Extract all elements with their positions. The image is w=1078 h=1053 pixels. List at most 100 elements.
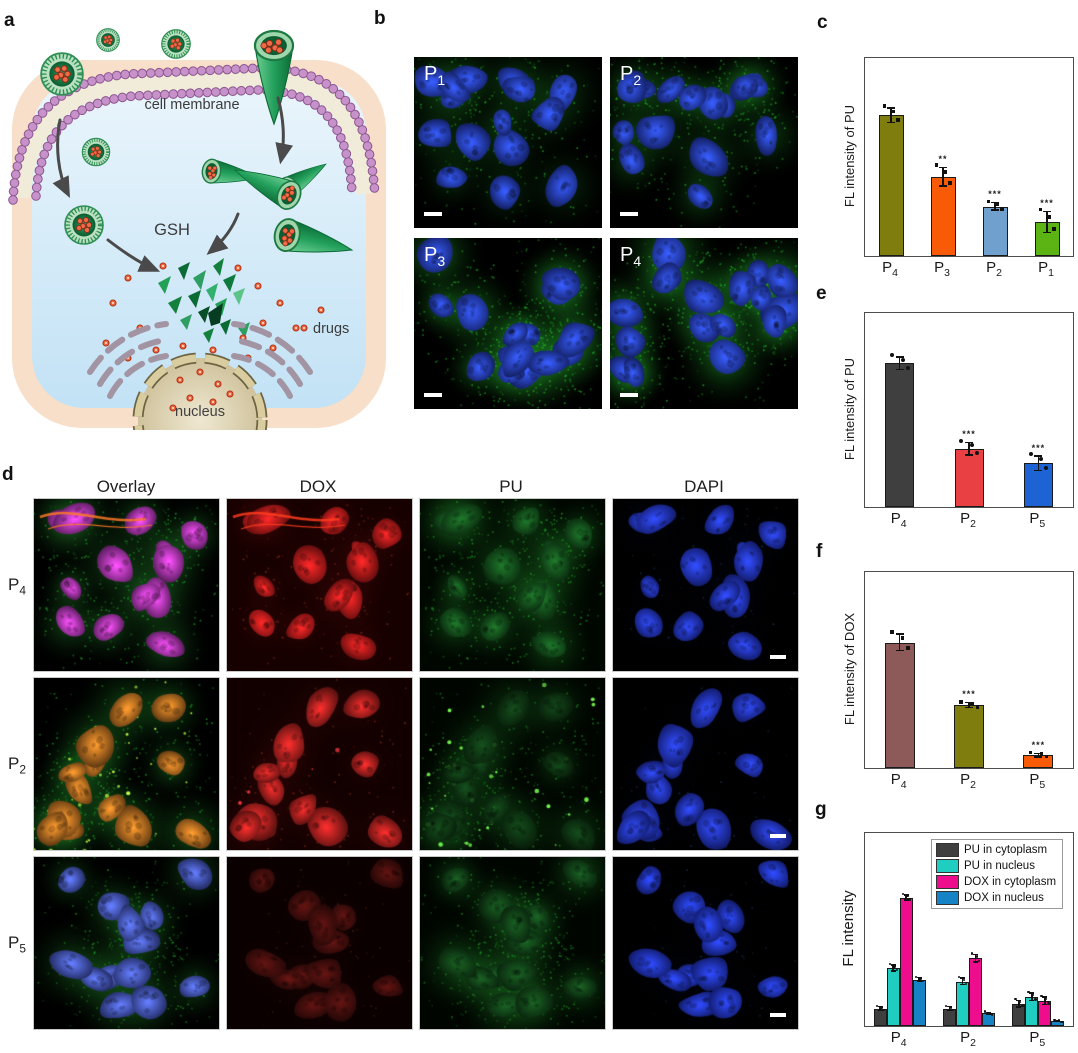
confocal-image-p5-overlay — [33, 856, 220, 1030]
vesicle — [95, 28, 121, 53]
data-point — [891, 109, 896, 114]
data-point — [975, 955, 978, 958]
scale-bar — [770, 1013, 786, 1017]
confocal-image-b-p3: P3 — [414, 238, 602, 409]
data-point — [970, 702, 974, 706]
confocal-canvas — [34, 499, 219, 671]
data-point — [975, 450, 980, 455]
panel-label-d: d — [2, 464, 14, 485]
error-cap — [903, 899, 909, 901]
confocal-canvas — [610, 238, 798, 409]
data-point — [1039, 457, 1044, 462]
data-point — [882, 1008, 885, 1012]
error-bar — [1037, 455, 1040, 472]
bar — [954, 448, 984, 507]
data-point — [1028, 750, 1033, 755]
data-point — [1053, 1018, 1056, 1021]
column-header-overlay: Overlay — [96, 477, 156, 496]
x-tick-label: P4 — [890, 771, 907, 791]
error-cap — [895, 368, 904, 371]
error-cap — [895, 633, 904, 635]
confocal-image-b-p4: P4 — [610, 238, 798, 409]
confocal-canvas — [610, 57, 798, 228]
bar — [969, 958, 982, 1026]
data-point — [1039, 752, 1044, 756]
image-label-p4: P4 — [620, 244, 642, 269]
error-cap — [991, 209, 999, 211]
data-point — [1000, 207, 1004, 211]
error-cap — [1034, 752, 1043, 754]
bar — [982, 206, 1008, 256]
confocal-canvas — [227, 499, 412, 671]
error-bar — [1031, 992, 1033, 1002]
data-point — [964, 982, 968, 986]
x-tick-label: P2 — [960, 771, 976, 791]
significance-stars: *** — [1031, 442, 1046, 453]
significance-stars: *** — [1040, 198, 1054, 209]
data-point — [1044, 466, 1049, 471]
error-bar — [968, 702, 970, 709]
confocal-image-p5-pu — [419, 856, 606, 1030]
panel-label-a: a — [4, 10, 15, 31]
confocal-image-p2-dox — [226, 677, 413, 851]
error-cap — [1055, 1019, 1061, 1022]
error-bar — [968, 442, 970, 456]
data-point — [983, 1010, 987, 1013]
legend-item: PU in nucleus — [936, 859, 1056, 873]
error-cap — [1034, 756, 1043, 758]
row-label-p4: P4 — [8, 575, 26, 598]
error-cap — [877, 1005, 883, 1008]
confocal-canvas — [420, 499, 605, 671]
cell-membrane — [8, 63, 380, 205]
confocal-canvas — [613, 857, 798, 1029]
data-point — [975, 705, 980, 709]
error-bar — [879, 1006, 881, 1011]
data-point — [880, 1006, 883, 1009]
confocal-canvas — [414, 238, 602, 409]
significance-stars: *** — [1031, 739, 1046, 750]
legend: PU in cytoplasm PU in nucleus DOX in cytop… — [931, 839, 1064, 909]
x-tick-label: P2 — [960, 510, 976, 530]
error-bar — [905, 894, 907, 901]
bar — [886, 968, 900, 1026]
error-bar — [1046, 211, 1048, 234]
panel-label-f: f — [816, 541, 823, 562]
x-tick-label: P2 — [960, 1029, 976, 1049]
data-point — [1047, 1002, 1050, 1005]
bar — [885, 363, 915, 507]
error-cap — [895, 356, 904, 358]
confocal-image-p5-dapi — [612, 856, 799, 1030]
panel-label-c: c — [817, 12, 828, 33]
error-cap — [939, 166, 947, 168]
error-cap — [1034, 455, 1043, 457]
image-label-p2: P2 — [620, 63, 642, 88]
confocal-canvas — [34, 678, 219, 850]
error-cap — [1042, 1003, 1048, 1006]
error-cap — [965, 454, 973, 456]
error-cap — [1055, 1020, 1061, 1023]
chart-fl-intensity-subcellular: PU in cytoplasm PU in nucleus DOX in cytop… — [840, 832, 1074, 1049]
significance-stars: *** — [962, 429, 976, 440]
data-point — [1052, 227, 1056, 231]
image-label-p1: P1 — [424, 63, 446, 88]
legend-label: PU in nucleus — [964, 860, 1035, 872]
confocal-image-p2-pu — [419, 677, 606, 851]
bar — [954, 705, 984, 768]
error-bar — [994, 202, 996, 211]
plot-area: *** *** — [864, 571, 1074, 769]
nucleus — [132, 352, 268, 430]
confocal-canvas — [613, 678, 798, 850]
error-bar — [987, 1011, 990, 1015]
data-point — [1031, 993, 1035, 997]
vesicle-internal — [65, 206, 103, 244]
plot-area: ** *** *** — [864, 57, 1074, 257]
confocal-image-p5-dox — [226, 856, 413, 1030]
bar — [1023, 463, 1053, 507]
data-point — [969, 443, 974, 448]
vesicle-internal — [80, 136, 112, 168]
data-point — [959, 438, 964, 443]
confocal-canvas — [227, 857, 412, 1029]
x-tick-label: P4 — [882, 259, 898, 279]
panel-a-schematic: cell membrane GSH drugs nucleus — [8, 28, 386, 430]
